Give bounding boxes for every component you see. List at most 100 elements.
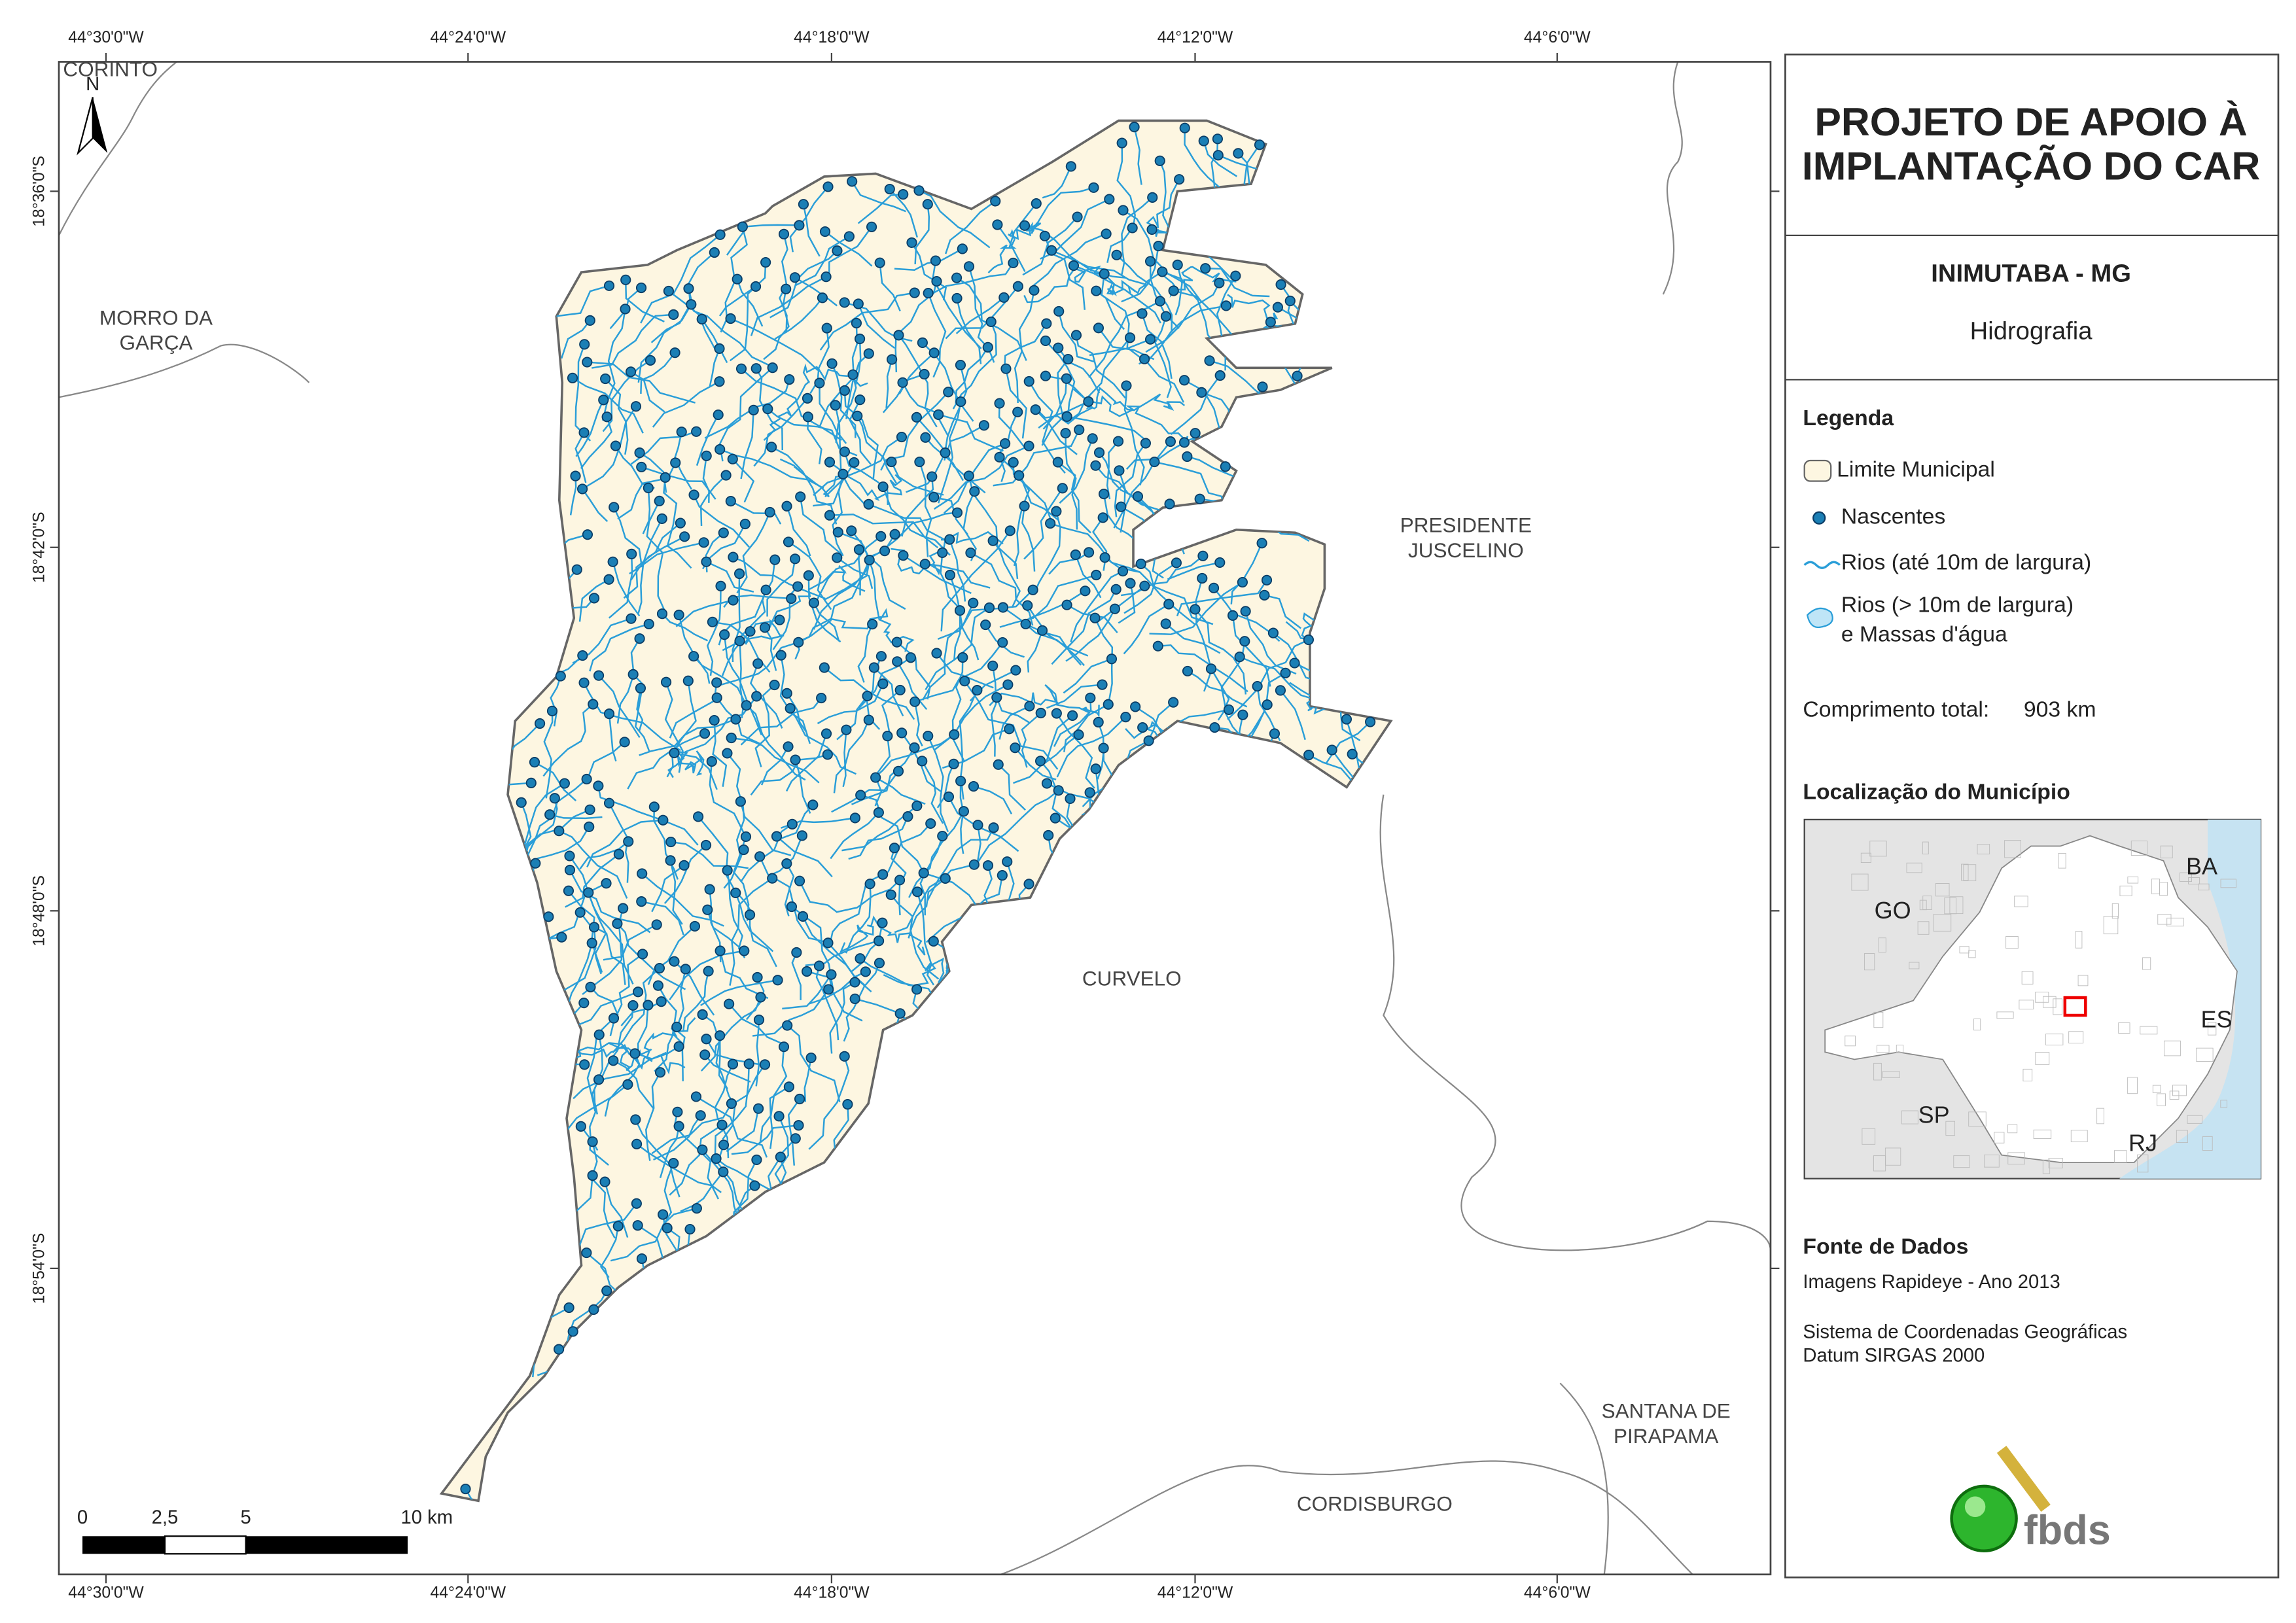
river xyxy=(520,809,591,860)
river xyxy=(1051,589,1117,665)
river xyxy=(991,665,997,757)
river xyxy=(776,835,833,877)
inset-municipality xyxy=(2160,845,2173,859)
river xyxy=(894,864,975,934)
river xyxy=(1053,697,1092,747)
spring xyxy=(755,992,766,1003)
inset-municipality xyxy=(1873,1155,1886,1172)
source-line: Datum SIRGAS 2000 xyxy=(1803,1346,1985,1367)
spring xyxy=(783,1081,794,1092)
river xyxy=(1118,583,1136,624)
river xyxy=(600,1005,634,1079)
inset-municipality xyxy=(1917,921,1930,935)
spring xyxy=(1252,680,1263,692)
spring xyxy=(1220,461,1231,472)
river xyxy=(642,487,651,534)
spring xyxy=(588,922,600,933)
spring xyxy=(931,648,942,659)
inset-municipality xyxy=(1935,883,1950,897)
river xyxy=(919,461,932,557)
spring xyxy=(1031,198,1042,209)
spring xyxy=(875,531,887,542)
spring xyxy=(998,292,1010,303)
spring xyxy=(634,633,645,644)
longitude-label: 44°30'0"W xyxy=(68,1584,144,1602)
river xyxy=(843,390,879,480)
river xyxy=(789,708,857,775)
longitude-label: 44°30'0"W xyxy=(68,29,144,46)
spring xyxy=(766,442,777,453)
river xyxy=(590,1141,616,1239)
river xyxy=(608,553,633,619)
longitude-label: 44°18'0"W xyxy=(794,1584,870,1602)
river xyxy=(750,276,827,336)
river xyxy=(970,551,1034,626)
river xyxy=(696,414,719,466)
river xyxy=(817,683,884,725)
state-label: RJ xyxy=(2128,1129,2157,1156)
spring xyxy=(1008,257,1019,269)
spring xyxy=(893,330,904,341)
river xyxy=(706,585,722,676)
inset-municipality xyxy=(2220,1100,2227,1108)
spring xyxy=(1269,728,1280,739)
spring xyxy=(1240,606,1251,617)
river xyxy=(759,1047,788,1143)
spring xyxy=(943,387,954,398)
inset-municipality xyxy=(2007,1124,2018,1134)
spring xyxy=(1091,569,1102,581)
spring xyxy=(1052,457,1063,468)
spring xyxy=(919,368,930,380)
spring xyxy=(802,411,814,423)
spring xyxy=(673,609,684,621)
spring xyxy=(697,1009,708,1021)
spring xyxy=(863,714,874,725)
river xyxy=(937,589,1034,640)
spring xyxy=(864,554,875,566)
river xyxy=(612,968,660,1053)
spring xyxy=(627,1000,639,1011)
river xyxy=(815,966,839,1041)
spring xyxy=(873,807,884,818)
spring xyxy=(968,780,980,792)
spring xyxy=(897,377,908,388)
spring xyxy=(1116,501,1127,512)
spring xyxy=(1168,285,1179,296)
river xyxy=(592,313,674,369)
title: IMPLANTAÇÃO DO CAR xyxy=(1802,144,2260,188)
spring xyxy=(709,714,720,726)
river xyxy=(921,760,944,824)
inset-municipality xyxy=(2208,1022,2217,1036)
river xyxy=(574,343,592,442)
spring xyxy=(772,975,783,986)
river xyxy=(666,680,697,778)
spring xyxy=(853,298,864,309)
spring xyxy=(672,1106,683,1117)
spring xyxy=(603,708,615,720)
river xyxy=(953,610,961,661)
spring xyxy=(1163,599,1174,610)
spring xyxy=(1208,582,1220,593)
river xyxy=(652,381,720,428)
river xyxy=(845,884,872,954)
river xyxy=(597,786,699,846)
inset-municipality xyxy=(2127,876,2139,884)
river xyxy=(902,555,972,595)
river xyxy=(730,500,782,525)
scale-bar: 0 2,5 5 10 km xyxy=(77,1507,453,1555)
spring xyxy=(1200,263,1211,274)
spring xyxy=(778,228,790,239)
spring xyxy=(987,535,998,546)
inset-municipality xyxy=(2198,883,2210,891)
spring xyxy=(963,470,974,481)
river xyxy=(1057,311,1095,363)
spring xyxy=(665,855,676,866)
legend-label: Limite Municipal xyxy=(1837,457,1995,482)
spring xyxy=(1127,222,1138,234)
inset-highlight xyxy=(2063,996,2087,1017)
spring xyxy=(753,1103,764,1114)
river xyxy=(1070,570,1123,642)
river xyxy=(699,474,727,526)
spring xyxy=(660,472,671,483)
spring xyxy=(1237,709,1248,720)
